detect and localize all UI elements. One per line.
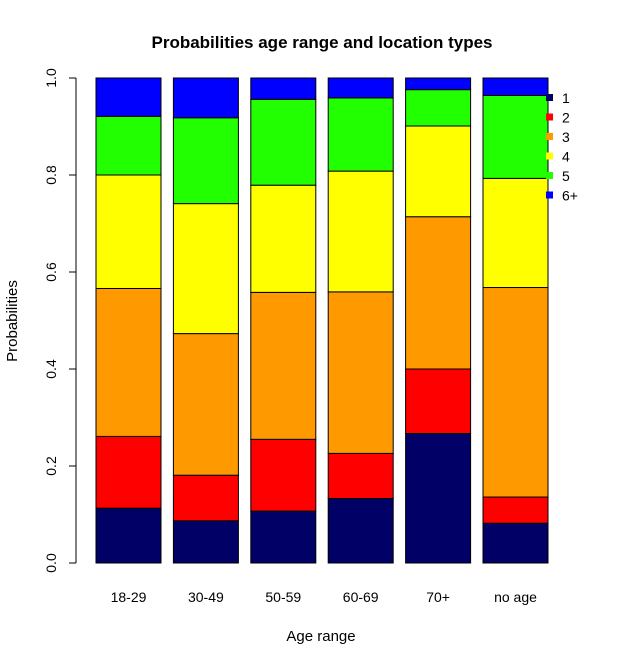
bar-segment-no age-5 <box>482 94 549 179</box>
bar-segment-60-69-3 <box>327 291 394 454</box>
x-tick-label: 70+ <box>426 589 450 605</box>
bar-18-29 <box>95 77 162 564</box>
bar-segment-no age-6+ <box>482 77 549 96</box>
bar-segment-70+-5 <box>405 89 472 127</box>
y-axis-title: Probabilities <box>4 280 21 362</box>
legend-swatch <box>546 191 553 199</box>
x-tick-label: 30-49 <box>188 589 224 605</box>
bar-segment-50-59-3 <box>250 291 317 440</box>
bar-segment-30-49-1 <box>172 520 239 564</box>
bar-segment-50-59-4 <box>250 184 317 293</box>
y-tick-label: 0.6 <box>43 262 59 282</box>
bar-segment-60-69-5 <box>327 97 394 172</box>
bar-segment-70+-2 <box>405 368 472 435</box>
legend-label: 2 <box>562 110 570 126</box>
bar-segment-18-29-4 <box>95 174 162 289</box>
legend-label: 3 <box>562 129 570 145</box>
legend-item-4: 4 <box>546 149 570 165</box>
bar-segment-18-29-1 <box>95 507 162 564</box>
legend-swatch <box>546 152 553 160</box>
legend-swatch <box>546 133 553 140</box>
y-tick-label: 0.2 <box>43 456 59 476</box>
bar-60-69 <box>327 77 394 564</box>
bars <box>95 77 549 564</box>
bar-30-49 <box>172 77 239 564</box>
bar-segment-30-49-3 <box>172 333 239 476</box>
bar-segment-70+-3 <box>405 216 472 370</box>
x-tick-label: no age <box>494 589 537 605</box>
x-tick-label: 18-29 <box>111 589 147 605</box>
bar-segment-70+-1 <box>405 433 472 564</box>
legend-item-3: 3 <box>546 129 570 145</box>
legend-swatch <box>546 172 553 179</box>
x-tick-label: 60-69 <box>343 589 379 605</box>
y-axis: 0.0 0.2 0.4 0.6 0.8 1.0 <box>43 68 77 573</box>
bar-segment-no age-3 <box>482 287 549 498</box>
bar-segment-50-59-1 <box>250 510 317 564</box>
y-tick-label: 0.0 <box>43 553 59 573</box>
bar-segment-30-49-5 <box>172 117 239 205</box>
legend-label: 6+ <box>562 188 578 204</box>
bar-segment-60-69-6+ <box>327 77 394 99</box>
bar-segment-30-49-2 <box>172 474 239 522</box>
bar-segment-18-29-2 <box>95 435 162 509</box>
bar-segment-60-69-1 <box>327 497 394 564</box>
bar-50-59 <box>250 77 317 564</box>
bar-segment-no age-1 <box>482 522 549 564</box>
bar-segment-18-29-5 <box>95 115 162 176</box>
legend-label: 1 <box>562 90 570 106</box>
bar-segment-30-49-6+ <box>172 77 239 119</box>
x-axis-tick-labels: 18-29 30-49 50-59 60-69 70+ no age <box>111 589 538 605</box>
bar-segment-50-59-6+ <box>250 77 317 100</box>
chart-title: Probabilities age range and location typ… <box>151 33 492 52</box>
bar-segment-no age-4 <box>482 177 549 289</box>
bar-segment-no age-2 <box>482 496 549 524</box>
legend-item-5: 5 <box>546 168 570 184</box>
legend-item-1: 1 <box>546 90 570 106</box>
legend-label: 4 <box>562 149 570 165</box>
legend: 1 2 3 4 5 6+ <box>546 90 578 204</box>
bar-segment-60-69-4 <box>327 170 394 293</box>
bar-segment-18-29-3 <box>95 287 162 437</box>
legend-item-6+: 6+ <box>546 188 578 204</box>
bar-no age <box>482 77 549 564</box>
legend-swatch <box>546 113 553 121</box>
y-tick-label: 0.8 <box>43 165 59 185</box>
x-tick-label: 50-59 <box>265 589 301 605</box>
y-tick-label: 0.4 <box>43 359 59 379</box>
bar-segment-50-59-2 <box>250 438 317 512</box>
x-axis-title: Age range <box>286 628 355 645</box>
bar-segment-30-49-4 <box>172 203 239 335</box>
bar-segment-60-69-2 <box>327 452 394 499</box>
legend-swatch <box>546 94 553 101</box>
bar-segment-50-59-5 <box>250 98 317 186</box>
bar-segment-18-29-6+ <box>95 77 162 117</box>
bar-70+ <box>405 77 472 564</box>
bar-segment-70+-4 <box>405 125 472 218</box>
y-tick-label: 1.0 <box>43 68 59 88</box>
bar-segment-70+-6+ <box>405 77 472 91</box>
legend-label: 5 <box>562 168 570 184</box>
legend-item-2: 2 <box>546 110 570 126</box>
